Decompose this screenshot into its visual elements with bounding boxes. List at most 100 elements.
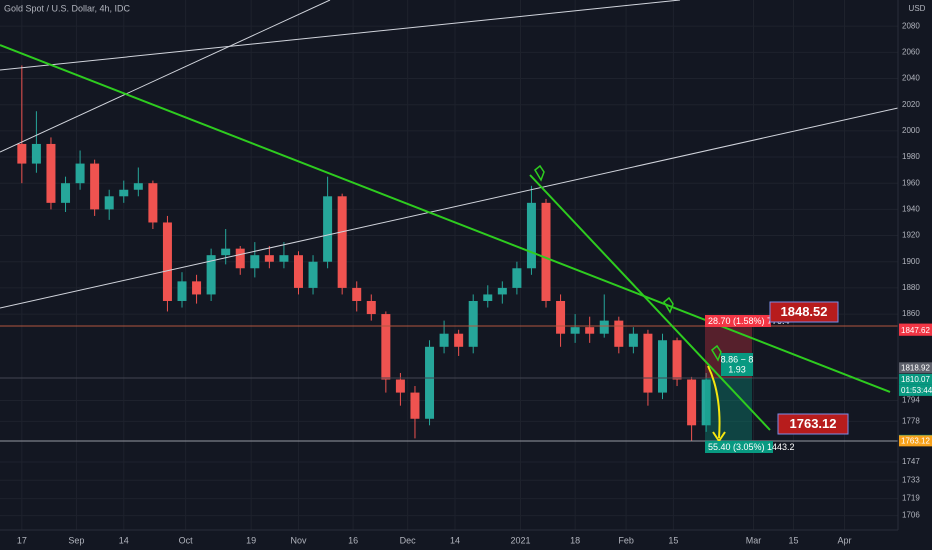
x-tick-label: Mar [746, 535, 762, 545]
candle-body [250, 255, 260, 269]
projection-arrow [707, 365, 721, 439]
y-tick-label: 2080 [902, 21, 920, 30]
y-tick-label: 1980 [902, 152, 920, 161]
candle-body [323, 196, 333, 262]
x-tick-label: Apr [837, 535, 851, 545]
reward-label-box [705, 441, 773, 453]
y-tick-label: 1794 [902, 396, 920, 405]
price-badge-label: 1763.12 [901, 436, 930, 445]
price-badge [899, 324, 932, 336]
price-flag [777, 413, 849, 435]
y-tick-label: 1719 [902, 494, 920, 503]
reward-zone [705, 378, 752, 441]
x-tick-label: 15 [668, 535, 678, 545]
candle-body [468, 300, 478, 347]
price-flag-text: 1763.12 [790, 416, 837, 431]
risk-label: 28.70 (1.58%) 770.4 [708, 316, 790, 326]
y-tick-label: 1920 [902, 231, 920, 240]
candle-body [599, 320, 609, 334]
candle-body [672, 340, 682, 380]
x-tick-label: Feb [618, 535, 634, 545]
chart-title: Gold Spot / U.S. Dollar, 4h, IDC [4, 3, 131, 13]
price-badge-label: 1810.07 [901, 375, 930, 384]
price-badge [899, 362, 932, 374]
axes: 2080 2060 2040 2020 2000 1980 1960 1940 1920 1900… [17, 21, 932, 545]
currency: USD [909, 4, 926, 13]
pin-icon [711, 344, 722, 362]
price-badge-label: 1847.62 [901, 326, 930, 335]
x-tick-label: 14 [450, 535, 460, 545]
candle-body [585, 327, 595, 334]
candle-body [90, 163, 100, 210]
pin-icon [663, 296, 674, 314]
y-tick-label: 1860 [902, 309, 920, 318]
x-tick-label: Oct [179, 535, 194, 545]
x-tick-label: 14 [119, 535, 129, 545]
candle-body [279, 255, 289, 262]
candle-body [192, 281, 202, 295]
trend-line [0, 44, 891, 393]
candle-body [162, 222, 172, 301]
candle-body [221, 248, 231, 256]
candle-body [31, 143, 41, 164]
candle-body [119, 189, 129, 197]
x-tick-label: 15 [789, 535, 799, 545]
y-tick-label: 1733 [902, 475, 920, 484]
candle-body [454, 333, 464, 347]
candle-body [133, 183, 143, 190]
price-flag-text: 1848.52 [781, 304, 828, 319]
candle-body [104, 196, 114, 210]
candles [17, 65, 711, 442]
candle-body [264, 255, 274, 262]
candle-body [614, 320, 624, 347]
candle-body [46, 143, 56, 203]
y-tick-label: 1900 [902, 257, 920, 266]
candle-body [337, 196, 347, 288]
candle-body [497, 287, 507, 295]
candle-body [556, 300, 566, 334]
candle-body [308, 261, 318, 288]
price-axis [898, 0, 932, 550]
candle-body [75, 163, 85, 184]
candle-body [352, 287, 362, 301]
y-tick-label: 2040 [902, 74, 920, 83]
candle-body [526, 202, 536, 269]
y-tick-label: 1880 [902, 283, 920, 292]
y-tick-label: 1940 [902, 204, 920, 213]
candle-body [148, 183, 158, 223]
candle-body [410, 392, 420, 419]
candle-body [512, 268, 522, 288]
channel-line [0, 0, 331, 153]
x-tick-label: 16 [348, 535, 358, 545]
y-tick-label: 2020 [902, 100, 920, 109]
candle-body [701, 379, 711, 426]
y-tick-label: 2000 [902, 126, 920, 135]
y-tick-label: 1747 [902, 457, 920, 466]
x-tick-label: Nov [290, 535, 307, 545]
price-badge [899, 373, 932, 385]
time-axis [0, 530, 932, 550]
candle-body [541, 202, 551, 301]
ratio-text: 1.93 [728, 364, 746, 374]
candle-body [425, 346, 435, 419]
candle-body [657, 340, 667, 393]
x-tick-label: Dec [400, 535, 417, 545]
reward-label: 55.40 (3.05%) 1443.2 [708, 442, 795, 452]
channel-line [0, 0, 681, 71]
x-tick-label: 17 [17, 535, 27, 545]
candle-body [628, 333, 638, 347]
candle-body [17, 143, 27, 164]
y-tick-label: 2060 [902, 47, 920, 56]
y-tick-label: 1960 [902, 178, 920, 187]
candle-body [395, 379, 405, 393]
candle-body [643, 333, 653, 393]
candle-body [177, 281, 187, 301]
drawings: 28.70 (1.58%) 770.4 55.40 (3.05%) 1443.2… [0, 0, 899, 453]
candle-body [687, 379, 697, 426]
candle-body [235, 248, 245, 269]
ratio-box [721, 353, 753, 376]
candle-body [570, 327, 580, 334]
trend-line [529, 174, 771, 431]
